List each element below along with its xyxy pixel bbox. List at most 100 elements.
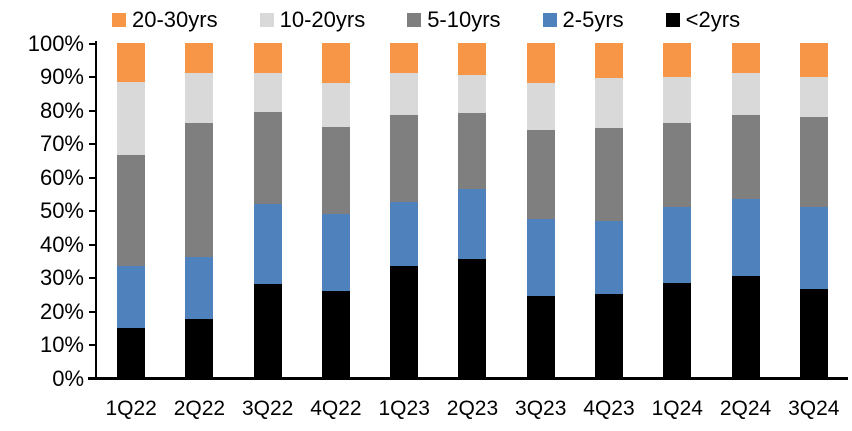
y-axis-tick-label: 0% bbox=[52, 365, 84, 391]
bar-segment-2-5yrs-2q23 bbox=[458, 188, 487, 260]
bar-segment-10-20yrs-1q24 bbox=[663, 76, 692, 124]
bar-segment-2yrs-2q22 bbox=[185, 319, 214, 378]
y-axis-tick-label: 100% bbox=[27, 30, 84, 56]
bar-segment-10-20yrs-1q22 bbox=[117, 81, 146, 156]
bar-3q23 bbox=[526, 43, 555, 378]
bar-segment-20-30yrs-1q23 bbox=[390, 43, 419, 74]
legend-label: <2yrs bbox=[685, 7, 741, 32]
legend-label: 20-30yrs bbox=[132, 7, 218, 32]
bar-segment-10-20yrs-4q23 bbox=[594, 78, 623, 129]
bar-segment-10-20yrs-2q22 bbox=[185, 73, 214, 124]
bar-segment-5-10yrs-1q24 bbox=[663, 123, 692, 208]
y-axis-tick-mark bbox=[89, 243, 97, 246]
y-axis-tick-mark bbox=[89, 143, 97, 145]
bar-segment-2-5yrs-1q22 bbox=[117, 265, 146, 328]
bar-slot-3q23 bbox=[507, 43, 575, 378]
bar-segment-5-10yrs-3q24 bbox=[799, 116, 828, 208]
legend-item-5-10yrs: 5-10yrs bbox=[407, 7, 501, 32]
x-axis-label-3q23: 3Q23 bbox=[515, 397, 567, 420]
bar-slot-2q24 bbox=[711, 43, 779, 378]
bar-slot-1q22 bbox=[97, 43, 165, 378]
bar-segment-2yrs-3q24 bbox=[799, 289, 828, 378]
bar-segment-2-5yrs-4q23 bbox=[594, 220, 623, 295]
bar-segment-2-5yrs-3q22 bbox=[253, 203, 282, 285]
bar-segment-2yrs-4q22 bbox=[321, 290, 350, 378]
legend-swatch-5-10yrs bbox=[407, 13, 422, 27]
x-axis-label-2q23: 2Q23 bbox=[446, 397, 499, 420]
x-axis-label-4q23: 4Q23 bbox=[583, 397, 635, 420]
x-axis-label-2q22: 2Q22 bbox=[173, 397, 226, 420]
y-axis-tick-mark bbox=[89, 176, 97, 179]
bar-segment-2yrs-1q22 bbox=[117, 327, 146, 378]
legend-swatch-2-5yrs bbox=[542, 13, 557, 27]
bar-4q22 bbox=[321, 43, 350, 378]
y-axis-tick-mark bbox=[89, 277, 97, 279]
legend-swatch-10-20yrs bbox=[259, 13, 274, 27]
bar-segment-2yrs-3q23 bbox=[526, 295, 555, 378]
bar-segment-2-5yrs-2q24 bbox=[731, 198, 760, 276]
bar-segment-10-20yrs-2q23 bbox=[458, 74, 487, 114]
bar-segment-5-10yrs-1q22 bbox=[117, 155, 146, 266]
bar-1q22 bbox=[117, 43, 146, 378]
bar-segment-5-10yrs-4q22 bbox=[321, 126, 350, 214]
bar-2q23 bbox=[458, 43, 487, 378]
bar-segment-20-30yrs-2q22 bbox=[185, 43, 214, 74]
y-axis-tick-label: 90% bbox=[39, 64, 84, 89]
bar-segment-20-30yrs-1q22 bbox=[117, 43, 146, 82]
x-axis-label-3q24: 3Q24 bbox=[788, 397, 840, 420]
bar-segment-2yrs-2q24 bbox=[731, 275, 760, 378]
bar-segment-10-20yrs-3q22 bbox=[253, 73, 282, 112]
x-axis-label-1q24: 1Q24 bbox=[651, 397, 703, 420]
bar-segment-10-20yrs-1q23 bbox=[390, 73, 419, 116]
bar-1q23 bbox=[390, 43, 419, 378]
legend-label: 2-5yrs bbox=[562, 7, 624, 32]
bar-segment-20-30yrs-1q24 bbox=[663, 43, 692, 77]
y-axis-tick-mark bbox=[89, 344, 97, 346]
legend-swatch-20-30yrs bbox=[112, 13, 126, 27]
bar-segment-5-10yrs-2q24 bbox=[731, 115, 760, 199]
y-axis-tick-label: 80% bbox=[39, 97, 84, 123]
y-axis-tick-label: 30% bbox=[39, 265, 84, 290]
bar-segment-2-5yrs-4q22 bbox=[321, 213, 350, 291]
bar-segment-20-30yrs-3q23 bbox=[526, 43, 555, 84]
bar-1q24 bbox=[663, 43, 692, 378]
bar-slot-1q24 bbox=[643, 43, 711, 378]
bar-segment-5-10yrs-2q23 bbox=[458, 113, 487, 189]
y-axis-tick-label: 20% bbox=[39, 298, 84, 324]
x-axis-label-1q22: 1Q22 bbox=[105, 397, 157, 420]
bar-segment-2-5yrs-2q22 bbox=[185, 257, 214, 320]
y-axis-tick-label: 50% bbox=[39, 198, 84, 223]
y-axis-tick-label: 40% bbox=[39, 231, 84, 257]
x-axis-labels: 1Q22 2Q22 3Q22 4Q22 1Q23 2Q23 3Q23 4Q23 1Q24 2Q24… bbox=[97, 397, 848, 421]
legend-label: 10-20yrs bbox=[279, 7, 366, 32]
y-axis-tick-mark bbox=[89, 310, 97, 313]
bar-slot-4q23 bbox=[575, 43, 643, 378]
bar-segment-10-20yrs-2q24 bbox=[731, 73, 760, 116]
y-axis-tick-label: 10% bbox=[39, 332, 84, 357]
bar-segment-2-5yrs-3q24 bbox=[799, 207, 828, 290]
bar-2q22 bbox=[185, 43, 214, 378]
y-axis-line bbox=[95, 41, 97, 379]
bar-segment-5-10yrs-1q23 bbox=[390, 115, 419, 203]
x-axis-line bbox=[88, 377, 848, 380]
bar-3q24 bbox=[799, 43, 828, 378]
bar-slot-3q24 bbox=[780, 43, 848, 378]
bar-segment-5-10yrs-3q23 bbox=[526, 130, 555, 219]
plot-area bbox=[97, 43, 848, 378]
bar-segment-5-10yrs-3q22 bbox=[253, 111, 282, 204]
bar-segment-2yrs-1q24 bbox=[663, 282, 692, 378]
x-axis-label-4q22: 4Q22 bbox=[310, 397, 362, 420]
bar-segment-20-30yrs-2q23 bbox=[458, 43, 487, 75]
bar-segment-2yrs-1q23 bbox=[390, 265, 419, 378]
bar-segment-2yrs-2q23 bbox=[458, 259, 487, 378]
bar-2q24 bbox=[731, 43, 760, 378]
bar-segment-5-10yrs-2q22 bbox=[185, 123, 214, 258]
legend-label: 5-10yrs bbox=[427, 7, 501, 32]
legend-item-2-5yrs: 2-5yrs bbox=[542, 7, 624, 32]
bar-segment-2-5yrs-1q24 bbox=[663, 207, 692, 283]
bar-segment-10-20yrs-3q23 bbox=[526, 83, 555, 131]
bar-slot-2q23 bbox=[438, 43, 506, 378]
bar-slot-4q22 bbox=[302, 43, 370, 378]
bar-segment-20-30yrs-4q23 bbox=[594, 43, 623, 79]
